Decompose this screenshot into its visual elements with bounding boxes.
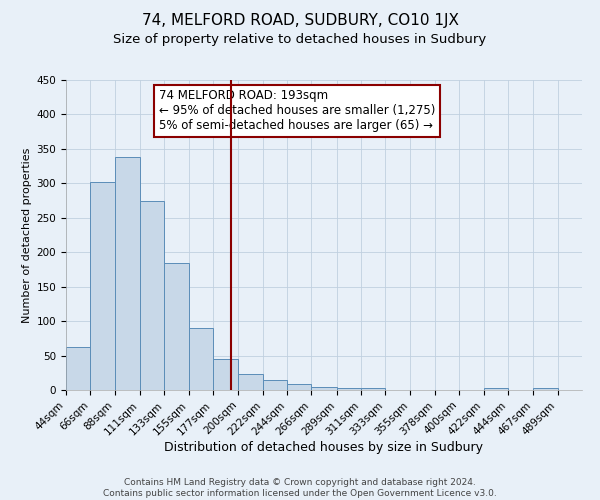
Bar — [361, 388, 385, 390]
X-axis label: Distribution of detached houses by size in Sudbury: Distribution of detached houses by size … — [164, 440, 484, 454]
Bar — [287, 384, 311, 390]
Bar — [263, 380, 287, 390]
Text: Contains HM Land Registry data © Crown copyright and database right 2024.
Contai: Contains HM Land Registry data © Crown c… — [103, 478, 497, 498]
Bar — [140, 200, 164, 390]
Bar — [188, 328, 213, 390]
Bar — [91, 182, 115, 390]
Bar — [238, 374, 263, 390]
Bar — [484, 388, 508, 390]
Bar — [213, 359, 238, 390]
Bar — [533, 388, 557, 390]
Bar — [66, 348, 91, 390]
Bar — [164, 263, 188, 390]
Text: Size of property relative to detached houses in Sudbury: Size of property relative to detached ho… — [113, 32, 487, 46]
Bar — [337, 388, 361, 390]
Bar — [311, 387, 337, 390]
Text: 74 MELFORD ROAD: 193sqm
← 95% of detached houses are smaller (1,275)
5% of semi-: 74 MELFORD ROAD: 193sqm ← 95% of detache… — [159, 90, 435, 132]
Y-axis label: Number of detached properties: Number of detached properties — [22, 148, 32, 322]
Bar — [115, 157, 140, 390]
Text: 74, MELFORD ROAD, SUDBURY, CO10 1JX: 74, MELFORD ROAD, SUDBURY, CO10 1JX — [142, 12, 458, 28]
